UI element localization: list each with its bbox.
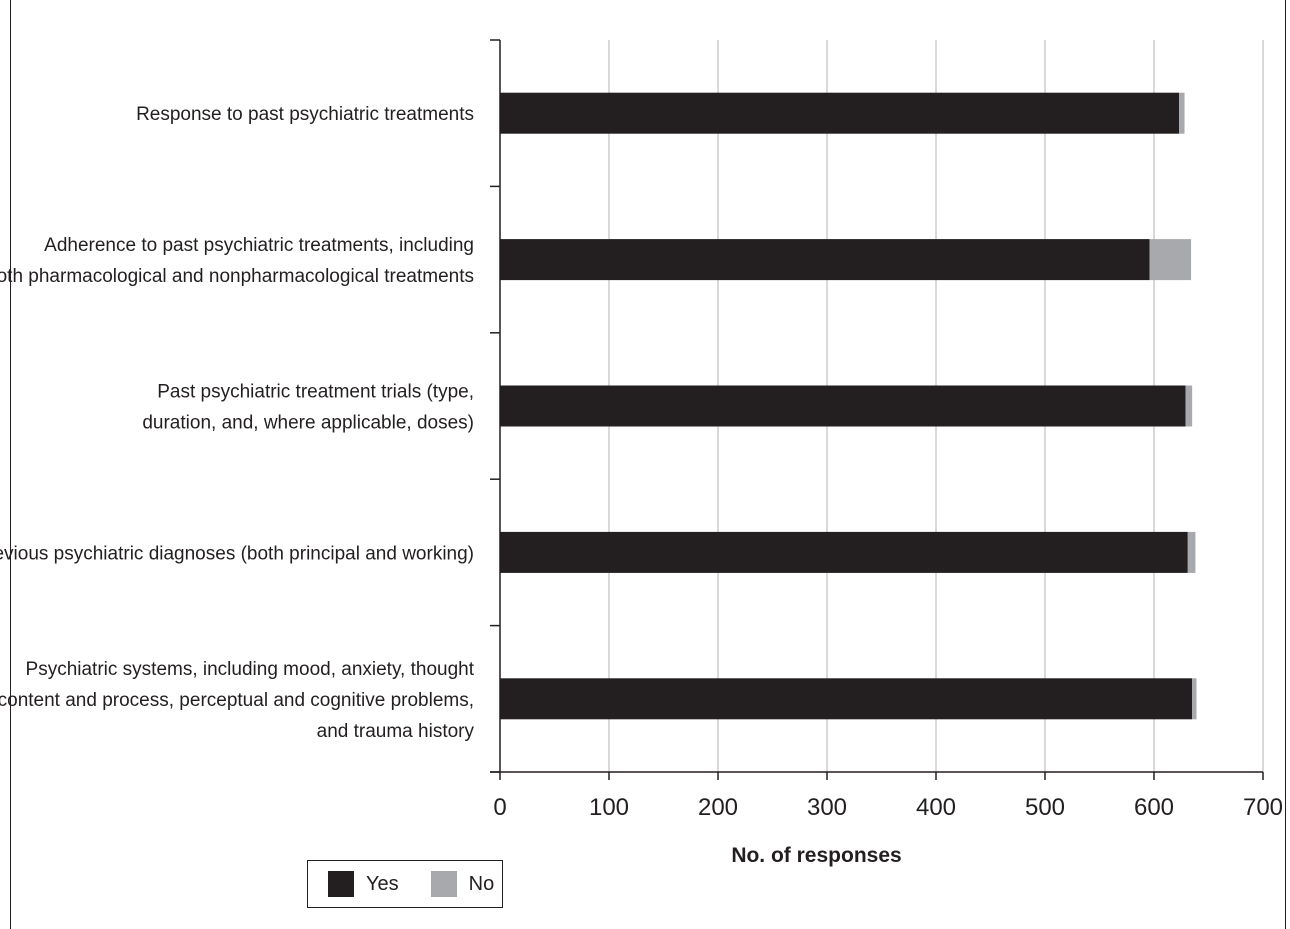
bar-no-1 — [1149, 239, 1192, 281]
bar-yes-2 — [500, 385, 1186, 427]
bar-no-2 — [1185, 385, 1193, 427]
legend-swatch-no — [430, 871, 457, 897]
x-axis-title: No. of responses — [731, 844, 901, 867]
category-label-1: Adherence to past psychiatric treatments… — [0, 235, 474, 287]
chart-frame — [10, 0, 1286, 929]
x-tick-label-400: 400 — [916, 794, 956, 821]
x-tick-label-0: 0 — [493, 794, 506, 821]
axes — [490, 39, 1264, 780]
bar-no-3 — [1187, 531, 1196, 573]
bars — [500, 92, 1197, 720]
x-tick-label-200: 200 — [698, 794, 738, 821]
legend-item-yes: Yes — [328, 871, 399, 897]
category-label-3: Previous psychiatric diagnoses (both pri… — [0, 543, 474, 564]
category-label-0: Response to past psychiatric treatments — [136, 104, 474, 125]
x-tick-label-700: 700 — [1243, 794, 1283, 821]
bar-no-0 — [1179, 92, 1185, 134]
legend-item-no: No — [430, 871, 495, 897]
legend-label-yes: Yes — [366, 872, 399, 895]
legend-label-no: No — [468, 872, 495, 895]
x-tick-label-100: 100 — [589, 794, 629, 821]
category-label-2: Past psychiatric treatment trials (type,… — [142, 382, 474, 434]
category-label-4: Psychiatric systems, including mood, anx… — [0, 659, 475, 742]
bar-yes-1 — [500, 239, 1150, 281]
bar-yes-4 — [500, 678, 1193, 720]
x-tick-label-300: 300 — [807, 794, 847, 821]
bar-no-4 — [1192, 678, 1197, 720]
x-tick-label-600: 600 — [1134, 794, 1174, 821]
x-tick-labels: 0 100 200 300 400 500 600 700 — [493, 794, 1283, 821]
bar-yes-0 — [500, 92, 1180, 134]
legend-swatch-yes — [328, 871, 354, 897]
x-tick-label-500: 500 — [1025, 794, 1065, 821]
legend: Yes No — [307, 860, 503, 908]
category-labels: Response to past psychiatric treatments A… — [0, 104, 475, 742]
bar-yes-3 — [500, 531, 1188, 573]
